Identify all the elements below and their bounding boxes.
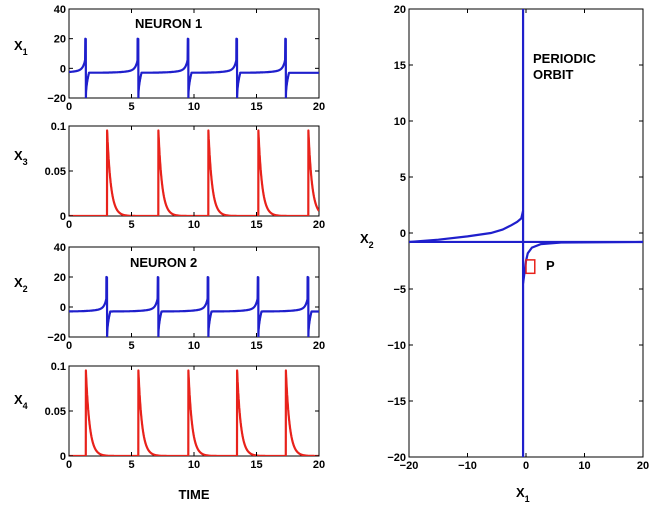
y-tick-label: −5 (393, 284, 406, 296)
panel-frame (68, 8, 320, 99)
x-tick-label: 5 (128, 219, 134, 231)
x-tick-label: 0 (66, 101, 72, 113)
y-tick-label: 0.05 (45, 406, 66, 418)
series-line (69, 275, 319, 337)
y-tick-label: −10 (387, 340, 406, 352)
y-tick-label: 0.1 (51, 121, 66, 133)
ylabel-x2: X2 (14, 275, 28, 294)
x-tick-label: 0 (66, 459, 72, 471)
series-orbit (409, 9, 643, 457)
x-tick-label: 5 (128, 101, 134, 113)
annotation-neuron-2: NEURON 2 (130, 255, 197, 270)
series-line (69, 129, 319, 216)
y-tick-label: −20 (387, 452, 406, 464)
y-tick-label: −15 (387, 396, 406, 408)
y-tick-label: 40 (54, 242, 66, 254)
x-tick-label: 10 (188, 219, 200, 231)
y-tick-label: 0.1 (51, 361, 66, 373)
panel-neuron1-x3: 0 5 10 15 20 0 0.05 0.1 X3 (14, 121, 325, 231)
y-tick-label: 5 (400, 172, 406, 184)
y-tick-label: −20 (47, 332, 66, 344)
ylabel-x3: X3 (14, 148, 28, 167)
y-tick-label: 20 (54, 34, 66, 46)
x-tick-label: 15 (250, 101, 262, 113)
x-tick-label: 15 (250, 459, 262, 471)
x-tick-label: 20 (313, 340, 325, 352)
ylabel-x1: X1 (14, 38, 28, 57)
marker-box-p (525, 259, 536, 275)
panel-frame (408, 8, 644, 458)
x-tick-label: 10 (578, 460, 590, 472)
x-tick-label: −20 (400, 460, 419, 472)
series-x3 (69, 129, 319, 216)
x-tick-label: 0 (66, 340, 72, 352)
x-tick-label: 15 (250, 340, 262, 352)
panel-frame (68, 246, 320, 338)
x-tick-label: 10 (188, 459, 200, 471)
x-tick-label: 5 (128, 340, 134, 352)
y-tick-label: 0.05 (45, 166, 66, 178)
x-tick-label: 20 (313, 459, 325, 471)
tick-labels: 0 5 10 15 20 0 0.05 0.1 (45, 121, 326, 231)
ylabel-x4: X4 (14, 392, 28, 411)
y-tick-label: 0 (60, 63, 66, 75)
y-tick-label: 20 (394, 4, 406, 16)
x-tick-label: 20 (313, 219, 325, 231)
annotation-periodic-orbit: PERIODIC ORBIT (533, 51, 596, 82)
series-x4 (69, 369, 319, 456)
xlabel-x1-phase: X1 (516, 485, 530, 504)
orbit-upper-branch (409, 210, 525, 244)
x-tick-label: 10 (188, 340, 200, 352)
y-tick-label: 0 (400, 228, 406, 240)
panel-neuron2-x4: 0 5 10 15 20 0 0.05 0.1 X4 TIME (14, 361, 325, 502)
marker-label-p: P (546, 258, 555, 273)
panel-phase-plane: −20 −10 0 10 20 −20 −15 −10 −5 0 5 10 15 20 X2 X1 PER… (360, 4, 649, 504)
y-tick-label: 20 (54, 272, 66, 284)
tick-labels: 0 5 10 15 20 0 0.05 0.1 (45, 361, 326, 471)
series-line (69, 37, 319, 98)
annotation-neuron-1: NEURON 1 (135, 16, 202, 31)
y-tick-label: 0 (60, 211, 66, 223)
y-tick-label: 10 (394, 116, 406, 128)
series-line (69, 369, 319, 456)
x-tick-label: 5 (128, 459, 134, 471)
series-x1 (69, 37, 319, 98)
x-tick-label: 0 (66, 219, 72, 231)
y-tick-label: −20 (47, 93, 66, 105)
x-tick-label: 20 (313, 101, 325, 113)
y-tick-label: 15 (394, 60, 406, 72)
y-tick-label: 40 (54, 4, 66, 16)
panel-frame (68, 365, 320, 457)
y-tick-label: 0 (60, 302, 66, 314)
y-tick-label: 0 (60, 451, 66, 463)
series-x2 (69, 275, 319, 337)
tick-labels: −20 −10 0 10 20 −20 −15 −10 −5 0 5 10 15 20 (387, 4, 649, 472)
x-tick-label: 0 (523, 460, 529, 472)
ylabel-x2-phase: X2 (360, 231, 374, 250)
x-tick-label: 10 (188, 101, 200, 113)
x-tick-label: 15 (250, 219, 262, 231)
x-tick-label: 20 (637, 460, 649, 472)
xlabel-time: TIME (178, 487, 209, 502)
x-tick-label: −10 (458, 460, 477, 472)
